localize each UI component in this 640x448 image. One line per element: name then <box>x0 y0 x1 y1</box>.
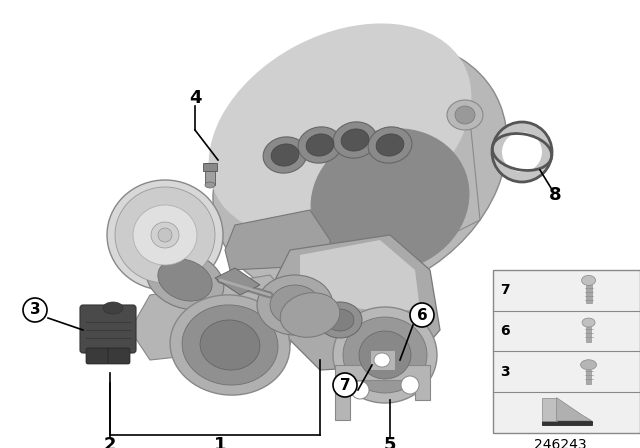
Ellipse shape <box>158 228 172 242</box>
Ellipse shape <box>582 318 595 327</box>
Text: 2: 2 <box>104 436 116 448</box>
Ellipse shape <box>170 295 290 395</box>
Ellipse shape <box>151 222 179 248</box>
Bar <box>203 163 217 171</box>
Ellipse shape <box>200 320 260 370</box>
Ellipse shape <box>580 360 596 370</box>
Text: 1: 1 <box>214 436 227 448</box>
Polygon shape <box>225 210 330 270</box>
Ellipse shape <box>374 353 390 367</box>
Text: 6: 6 <box>417 307 428 323</box>
Ellipse shape <box>271 144 299 166</box>
Ellipse shape <box>280 293 340 337</box>
Text: 8: 8 <box>548 186 561 204</box>
Ellipse shape <box>158 259 212 301</box>
Ellipse shape <box>311 129 469 271</box>
Ellipse shape <box>205 182 215 188</box>
Polygon shape <box>370 350 395 370</box>
FancyBboxPatch shape <box>80 305 136 353</box>
Ellipse shape <box>343 317 427 393</box>
Ellipse shape <box>263 137 307 173</box>
Polygon shape <box>541 421 591 425</box>
Polygon shape <box>415 100 480 235</box>
Circle shape <box>333 373 357 397</box>
Ellipse shape <box>455 106 475 124</box>
Ellipse shape <box>209 23 472 237</box>
Bar <box>586 327 591 342</box>
Ellipse shape <box>257 275 333 335</box>
Text: 5: 5 <box>384 436 396 448</box>
Ellipse shape <box>103 302 123 314</box>
Bar <box>493 270 640 433</box>
Ellipse shape <box>502 132 542 172</box>
Ellipse shape <box>333 122 377 158</box>
Ellipse shape <box>306 134 334 156</box>
Ellipse shape <box>133 205 197 265</box>
FancyBboxPatch shape <box>86 348 110 364</box>
Ellipse shape <box>341 129 369 151</box>
Ellipse shape <box>447 100 483 130</box>
Ellipse shape <box>146 250 224 310</box>
Ellipse shape <box>326 309 354 331</box>
Ellipse shape <box>107 180 223 290</box>
Bar <box>586 285 591 302</box>
Ellipse shape <box>401 376 419 394</box>
Ellipse shape <box>182 305 278 385</box>
FancyBboxPatch shape <box>108 348 130 364</box>
Polygon shape <box>275 235 440 370</box>
Text: 4: 4 <box>189 89 201 107</box>
Bar <box>586 370 591 384</box>
Polygon shape <box>541 398 557 421</box>
Polygon shape <box>300 240 420 310</box>
Ellipse shape <box>359 331 411 379</box>
Ellipse shape <box>368 127 412 163</box>
Ellipse shape <box>492 122 552 182</box>
Text: 246243: 246243 <box>534 438 586 448</box>
Text: 7: 7 <box>340 378 350 392</box>
Bar <box>205 163 215 185</box>
Ellipse shape <box>582 276 596 285</box>
Polygon shape <box>130 275 300 360</box>
Text: 7: 7 <box>500 284 510 297</box>
Ellipse shape <box>318 302 362 338</box>
Circle shape <box>410 303 434 327</box>
Text: 6: 6 <box>500 324 510 338</box>
Ellipse shape <box>298 127 342 163</box>
Ellipse shape <box>351 381 369 399</box>
Polygon shape <box>335 365 430 420</box>
Polygon shape <box>215 268 260 295</box>
Ellipse shape <box>115 187 215 283</box>
Ellipse shape <box>270 285 320 325</box>
Ellipse shape <box>333 307 437 403</box>
Ellipse shape <box>376 134 404 156</box>
Text: 3: 3 <box>500 365 510 379</box>
Text: 3: 3 <box>29 302 40 318</box>
Ellipse shape <box>213 40 507 300</box>
Polygon shape <box>557 398 591 421</box>
Circle shape <box>23 298 47 322</box>
